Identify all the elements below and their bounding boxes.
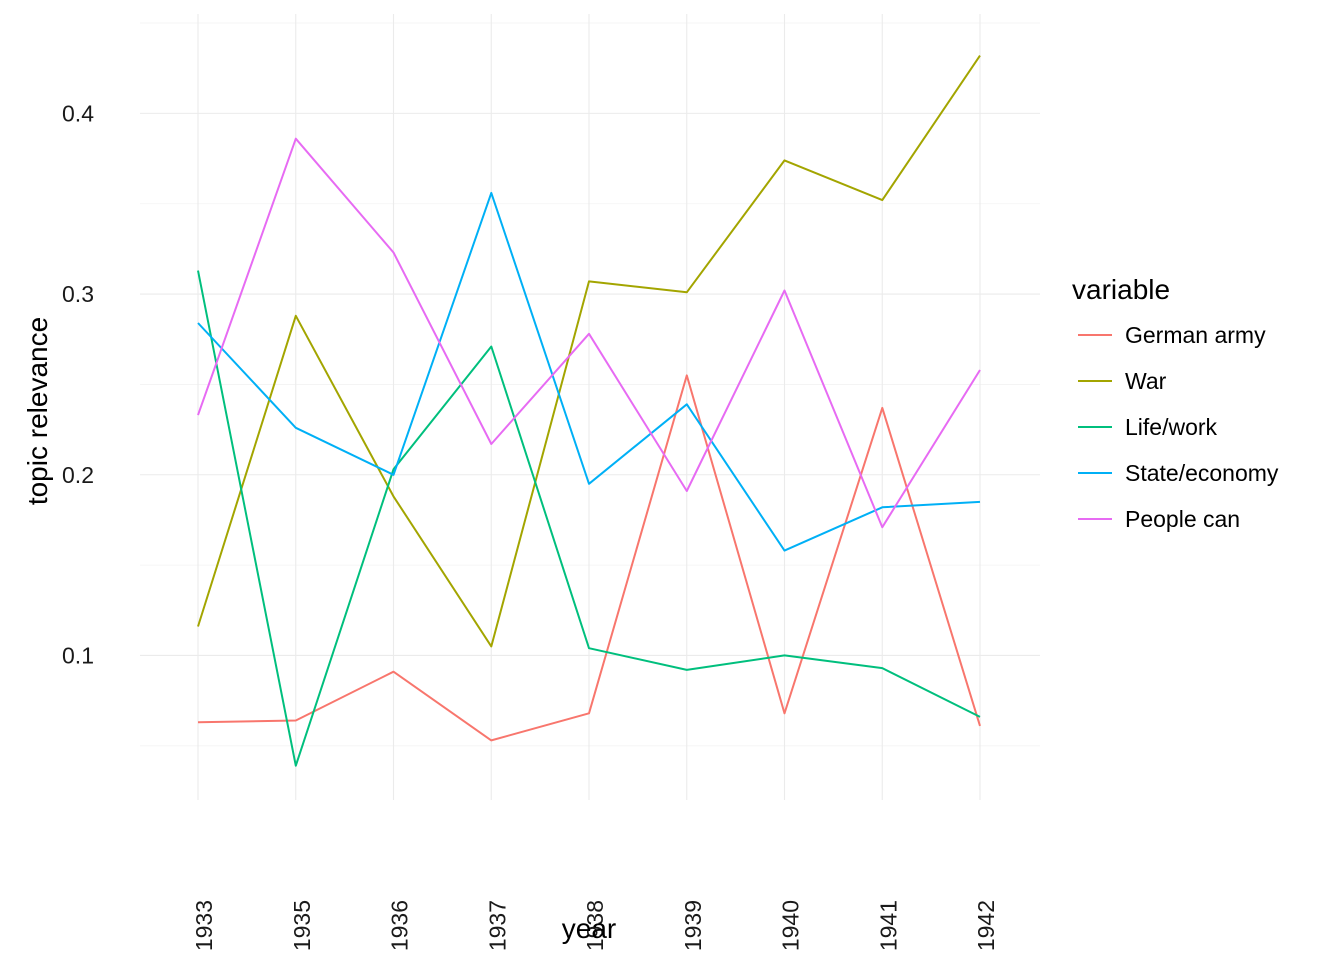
y-tick-label: 0.2 (62, 462, 94, 488)
legend-label: War (1125, 368, 1167, 394)
x-tick-label: 1933 (191, 900, 217, 951)
plot-grid (140, 14, 1040, 800)
series-line-war (197, 55, 981, 648)
legend-label: People can (1125, 506, 1240, 532)
series-line-people-can (197, 137, 981, 529)
legend-label: Life/work (1125, 414, 1218, 440)
x-tick-label: 1936 (387, 900, 413, 951)
x-tick-label: 1940 (778, 900, 804, 951)
y-axis-title: topic relevance (22, 317, 53, 505)
y-tick-label: 0.3 (62, 281, 94, 307)
x-tick-label: 1938 (582, 900, 608, 951)
series-lines (197, 55, 981, 767)
series-line-life-work (197, 270, 981, 767)
legend-label: German army (1125, 322, 1266, 348)
x-tick-label: 1935 (289, 900, 315, 951)
y-axis-ticks: 0.1 0.2 0.3 0.4 (62, 100, 94, 668)
y-tick-label: 0.4 (62, 100, 94, 126)
y-tick-label: 0.1 (62, 642, 94, 668)
legend-items: German army War Life/work State/economy Peop… (1078, 322, 1279, 532)
legend-label: State/economy (1125, 460, 1279, 486)
x-tick-label: 1939 (680, 900, 706, 951)
legend-title: variable (1072, 274, 1170, 305)
x-axis-ticks: 1933 1935 1936 1937 1938 1939 1940 1941 1942 (191, 900, 999, 951)
series-line-german-army (197, 374, 981, 742)
series-line-state-economy (197, 191, 981, 552)
x-tick-label: 1942 (973, 900, 999, 951)
x-tick-label: 1941 (875, 900, 901, 951)
x-axis-title: year (562, 913, 616, 944)
x-tick-label: 1937 (484, 900, 510, 951)
legend: variable German army War Life/work State/ec… (1072, 274, 1279, 532)
